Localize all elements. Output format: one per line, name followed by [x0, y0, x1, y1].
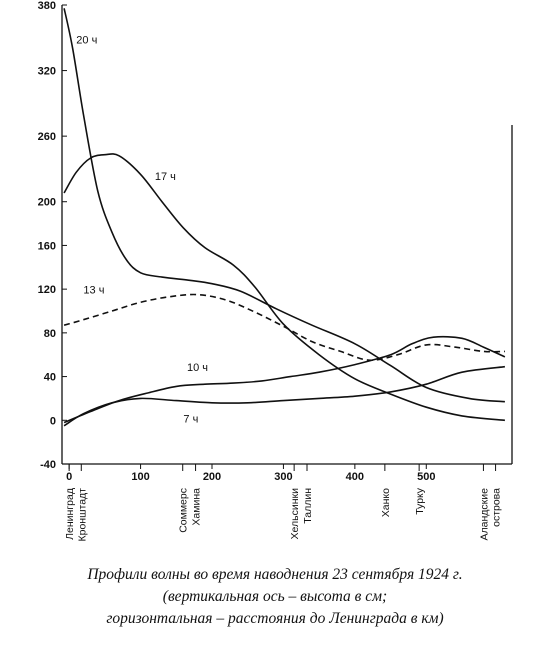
series-line	[63, 335, 506, 424]
location-label: Турку	[414, 487, 426, 515]
location-label: Кронштадт	[76, 488, 88, 542]
x-tick-label: 100	[131, 471, 149, 483]
location-label: Соммерс	[178, 488, 190, 533]
caption-line-3: горизонтальная – расстояния до Ленинград…	[106, 610, 444, 627]
y-tick-label: 0	[50, 415, 56, 427]
location-label: Ленинград	[64, 488, 76, 540]
x-tick-label: 500	[417, 471, 435, 483]
x-tick-label: 400	[346, 471, 364, 483]
wave-profile-chart: -40 0 40 80 120 160 200 260 320 380 0 100 200 300 400 5…	[38, 0, 513, 542]
series-line	[63, 153, 505, 422]
x-tick-label: 0	[66, 471, 72, 483]
y-tick-label: -40	[40, 459, 56, 471]
location-label: Таллин	[302, 488, 314, 524]
location-label: Аландские	[478, 488, 490, 541]
location-label: Ханко	[380, 488, 392, 517]
series-line	[63, 293, 505, 362]
caption-line-2: (вертикальная ось – высота в см;	[162, 588, 388, 605]
y-tick-label: 260	[38, 131, 56, 143]
y-tick-label: 160	[38, 240, 56, 252]
series-label: 17 ч	[155, 171, 176, 183]
x-tick-label: 300	[274, 471, 292, 483]
y-tick-label: 120	[38, 284, 56, 296]
location-label: Хельсинки	[289, 488, 301, 540]
y-tick-label: 320	[38, 66, 56, 78]
series-label: 7 ч	[183, 413, 198, 425]
series-label: 13 ч	[83, 285, 104, 297]
y-tick-label: 40	[44, 372, 56, 384]
caption-line-1: Профили волны во время наводнения 23 сен…	[87, 566, 463, 583]
location-label: острова	[491, 488, 503, 527]
series-line	[63, 8, 505, 403]
y-tick-label: 80	[44, 328, 56, 340]
x-tick-label: 200	[203, 471, 221, 483]
location-label: Хамина	[191, 488, 203, 526]
series-line	[63, 365, 505, 427]
series-label: 20 ч	[76, 34, 97, 46]
y-tick-label: 380	[38, 0, 56, 12]
y-tick-label: 200	[38, 197, 56, 209]
series-label: 10 ч	[187, 362, 208, 374]
